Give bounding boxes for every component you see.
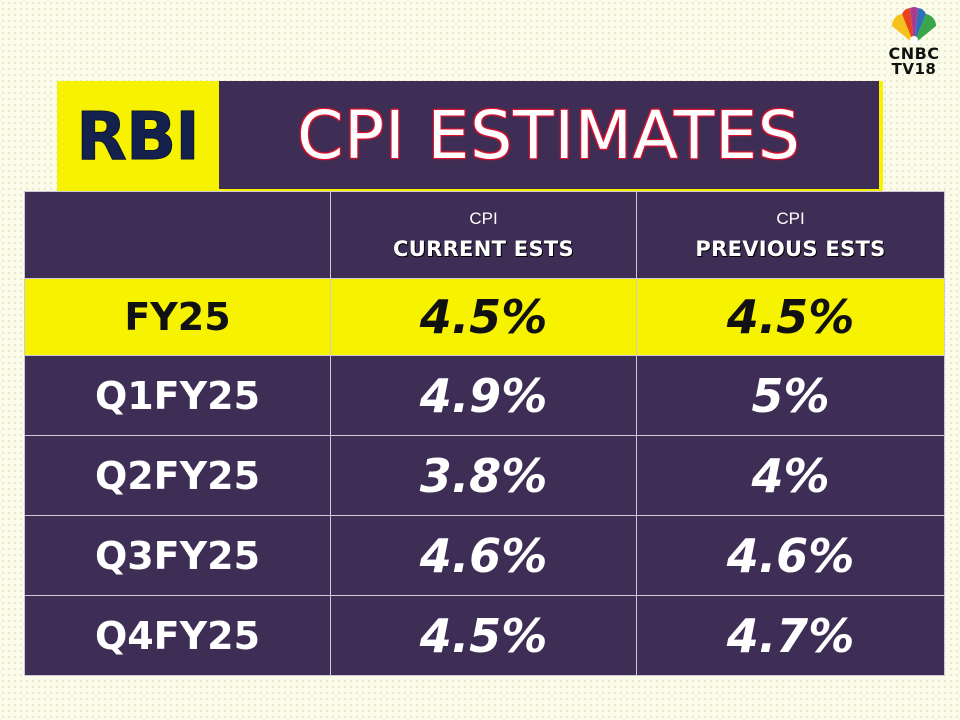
previous-value: 4.7% xyxy=(726,608,855,663)
table-header-row: CPI CURRENT ESTS CPI PREVIOUS ESTS xyxy=(24,191,945,279)
previous-value: 5% xyxy=(751,368,830,423)
period-cell: Q1FY25 xyxy=(24,355,331,436)
page-title: CPI ESTIMATES xyxy=(297,96,801,174)
table-row: FY25 4.5% 4.5% xyxy=(24,278,945,356)
current-value: 4.9% xyxy=(419,368,548,423)
peacock-icon xyxy=(891,7,937,44)
previous-cell: 5% xyxy=(636,355,945,436)
title-prefix-text: RBI xyxy=(76,97,201,175)
logo-line-1: CNBC xyxy=(888,44,940,63)
previous-cell: 4.6% xyxy=(636,515,945,596)
period-cell: Q2FY25 xyxy=(24,435,331,516)
logo-line-2: TV18 xyxy=(891,60,937,78)
cpi-estimates-table: CPI CURRENT ESTS CPI PREVIOUS ESTS FY25 … xyxy=(24,191,945,676)
header-cell-empty xyxy=(24,191,331,279)
period-label: Q2FY25 xyxy=(94,453,261,498)
period-cell: Q3FY25 xyxy=(24,515,331,596)
current-value: 4.5% xyxy=(419,608,548,663)
period-label: FY25 xyxy=(124,295,231,339)
header-current-bottom: CURRENT ESTS xyxy=(393,237,574,261)
period-label: Q4FY25 xyxy=(94,613,261,658)
table-row: Q2FY25 3.8% 4% xyxy=(24,435,945,516)
current-cell: 3.8% xyxy=(330,435,637,516)
previous-cell: 4% xyxy=(636,435,945,516)
period-cell: Q4FY25 xyxy=(24,595,331,676)
header-cell-previous: CPI PREVIOUS ESTS xyxy=(636,191,945,279)
header-cell-current: CPI CURRENT ESTS xyxy=(330,191,637,279)
table-row: Q1FY25 4.9% 5% xyxy=(24,355,945,436)
previous-value: 4.6% xyxy=(726,528,855,583)
previous-value: 4% xyxy=(751,448,830,503)
header-previous-bottom: PREVIOUS ESTS xyxy=(695,237,886,261)
current-cell: 4.5% xyxy=(330,595,637,676)
title-panel: CPI ESTIMATES xyxy=(219,81,879,189)
current-cell: 4.6% xyxy=(330,515,637,596)
header-previous-top: CPI xyxy=(776,209,805,228)
period-cell: FY25 xyxy=(24,278,331,356)
period-label: Q1FY25 xyxy=(94,373,261,418)
table-row: Q3FY25 4.6% 4.6% xyxy=(24,515,945,596)
cnbc-tv18-logo: CNBC TV18 xyxy=(872,6,956,80)
previous-cell: 4.5% xyxy=(636,278,945,356)
previous-cell: 4.7% xyxy=(636,595,945,676)
title-prefix: RBI xyxy=(57,81,218,191)
current-cell: 4.5% xyxy=(330,278,637,356)
current-value: 3.8% xyxy=(419,448,548,503)
header-current-top: CPI xyxy=(469,209,498,228)
current-value: 4.5% xyxy=(419,290,548,344)
current-cell: 4.9% xyxy=(330,355,637,436)
table-row: Q4FY25 4.5% 4.7% xyxy=(24,595,945,676)
current-value: 4.6% xyxy=(419,528,548,583)
previous-value: 4.5% xyxy=(726,290,855,344)
period-label: Q3FY25 xyxy=(94,533,261,578)
